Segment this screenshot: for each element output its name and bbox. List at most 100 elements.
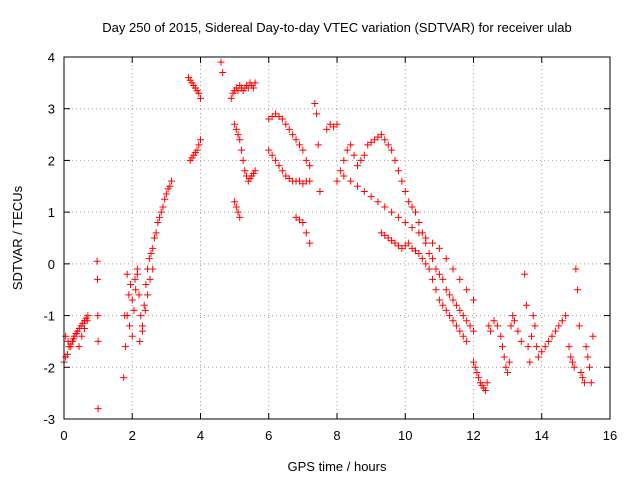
data-point [422, 260, 430, 268]
data-point [130, 306, 138, 314]
data-point [149, 265, 157, 273]
data-point [475, 374, 483, 382]
data-point [70, 335, 78, 343]
data-point [132, 286, 140, 294]
data-point [446, 291, 454, 299]
data-point [575, 322, 583, 330]
data-point [521, 270, 529, 278]
data-point [422, 234, 430, 242]
data-point [94, 405, 102, 413]
data-point [93, 257, 101, 265]
data-point [529, 312, 537, 320]
data-point [302, 229, 310, 237]
data-point [471, 363, 479, 371]
data-point [582, 343, 590, 351]
data-point [193, 146, 201, 154]
data-point [534, 353, 542, 361]
data-point [127, 281, 135, 289]
data-point [577, 368, 585, 376]
data-point [265, 146, 273, 154]
data-point [145, 255, 153, 263]
data-point [239, 156, 247, 164]
data-point [429, 255, 437, 263]
data-point [306, 239, 314, 247]
data-point [405, 198, 413, 206]
y-tick-label: 1 [48, 205, 55, 220]
data-point [439, 275, 447, 283]
data-point [435, 296, 443, 304]
data-point [565, 343, 573, 351]
y-tick-label: -3 [43, 412, 55, 427]
data-point [232, 203, 240, 211]
data-point [432, 286, 440, 294]
data-point [353, 182, 361, 190]
axis-ticks [63, 56, 611, 420]
y-tick-labels: -3 -2 -1 0 1 2 3 4 [43, 50, 55, 427]
data-point [336, 167, 344, 175]
data-point [418, 255, 426, 263]
data-point [580, 379, 588, 387]
data-point [567, 353, 575, 361]
data-point [159, 203, 167, 211]
data-point [435, 270, 443, 278]
data-point [299, 218, 307, 226]
data-point [78, 332, 86, 340]
data-point [144, 291, 152, 299]
data-point [442, 255, 450, 263]
data-point [94, 312, 102, 320]
x-tick-labels: 0 2 4 6 8 10 12 14 16 [60, 428, 617, 443]
data-point [131, 275, 139, 283]
data-point [408, 224, 416, 232]
data-point [314, 141, 322, 149]
data-point [377, 131, 385, 139]
data-point [429, 239, 437, 247]
x-tick-label: 0 [60, 428, 67, 443]
data-point [505, 358, 513, 366]
data-point [463, 317, 471, 325]
data-point [219, 69, 227, 77]
data-point [234, 131, 242, 139]
data-point [459, 312, 467, 320]
data-point [133, 265, 141, 273]
data-point [470, 296, 477, 304]
data-point [589, 332, 597, 340]
data-point [541, 343, 549, 351]
data-point [524, 343, 532, 351]
data-point [302, 156, 310, 164]
data-point [64, 337, 72, 345]
data-point [62, 332, 70, 340]
data-point [388, 146, 396, 154]
data-point [289, 131, 297, 139]
data-point [526, 358, 534, 366]
data-point [63, 350, 71, 358]
data-point [162, 190, 170, 198]
data-point [120, 374, 128, 382]
data-point [551, 327, 559, 335]
data-point [197, 136, 204, 144]
data-point [197, 94, 204, 102]
data-point [292, 136, 300, 144]
data-point [548, 332, 556, 340]
data-point [313, 110, 321, 118]
data-point [487, 327, 495, 335]
data-point [161, 195, 169, 203]
data-point [149, 244, 157, 252]
data-point [146, 275, 154, 283]
data-point [121, 343, 129, 351]
data-point [449, 317, 457, 325]
data-point [227, 94, 235, 102]
grid-layer [64, 57, 610, 419]
data-point [195, 89, 203, 97]
data-point [425, 265, 433, 273]
data-point [94, 337, 102, 345]
data-point [272, 156, 280, 164]
data-point [381, 203, 389, 211]
data-point [234, 208, 242, 216]
data-point [357, 156, 365, 164]
data-point [285, 125, 293, 133]
x-tick-label: 16 [603, 428, 617, 443]
data-point [435, 244, 443, 252]
data-point [135, 291, 143, 299]
data-point [195, 141, 203, 149]
chart-title: Day 250 of 2015, Sidereal Day-to-day VTE… [102, 20, 571, 35]
